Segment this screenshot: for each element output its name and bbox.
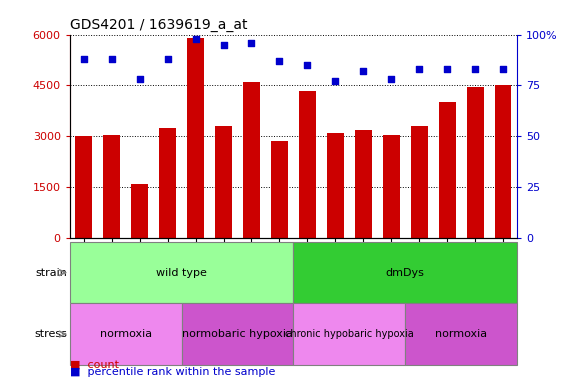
Point (79, 56, 88, 62)
Bar (355, 129, 372, 238)
Point (303, 62, 312, 68)
Bar (271, 141, 288, 238)
Bar (215, 126, 232, 238)
Text: strain: strain (35, 268, 67, 278)
Point (135, 76, 144, 83)
Bar (70, 303, 181, 365)
Bar (411, 126, 428, 238)
Point (386, 76, 396, 83)
Bar (243, 82, 260, 238)
Bar (293, 303, 405, 365)
Text: GDS4201 / 1639619_a_at: GDS4201 / 1639619_a_at (70, 18, 248, 32)
Text: dmDys: dmDys (386, 268, 425, 278)
Bar (70, 242, 293, 303)
Point (443, 66, 452, 72)
Text: normoxia: normoxia (99, 329, 152, 339)
Bar (299, 91, 316, 238)
Point (331, 78, 340, 84)
Text: normobaric hypoxia: normobaric hypoxia (182, 329, 293, 339)
Point (163, 56, 172, 62)
Bar (327, 133, 344, 238)
Text: chronic hypobaric hypoxia: chronic hypobaric hypoxia (285, 329, 414, 339)
Point (358, 68, 368, 74)
Bar (76, 136, 92, 238)
Point (107, 56, 116, 62)
Point (471, 66, 480, 72)
Point (191, 36, 200, 42)
Bar (495, 86, 511, 238)
Bar (467, 87, 483, 238)
Point (219, 42, 228, 48)
Bar (406, 303, 517, 365)
Bar (131, 184, 148, 238)
Bar (181, 303, 293, 365)
Text: wild type: wild type (156, 268, 207, 278)
Bar (439, 103, 456, 238)
Text: stress: stress (34, 329, 67, 339)
Point (415, 66, 424, 72)
Bar (293, 242, 517, 303)
Bar (103, 135, 120, 238)
Bar (187, 38, 204, 238)
Bar (159, 128, 176, 238)
Text: ■  count: ■ count (70, 359, 119, 369)
Text: normoxia: normoxia (435, 329, 487, 339)
Point (498, 66, 508, 72)
Bar (383, 135, 400, 238)
Point (275, 58, 284, 64)
Text: ■  percentile rank within the sample: ■ percentile rank within the sample (70, 367, 275, 377)
Point (247, 40, 256, 46)
